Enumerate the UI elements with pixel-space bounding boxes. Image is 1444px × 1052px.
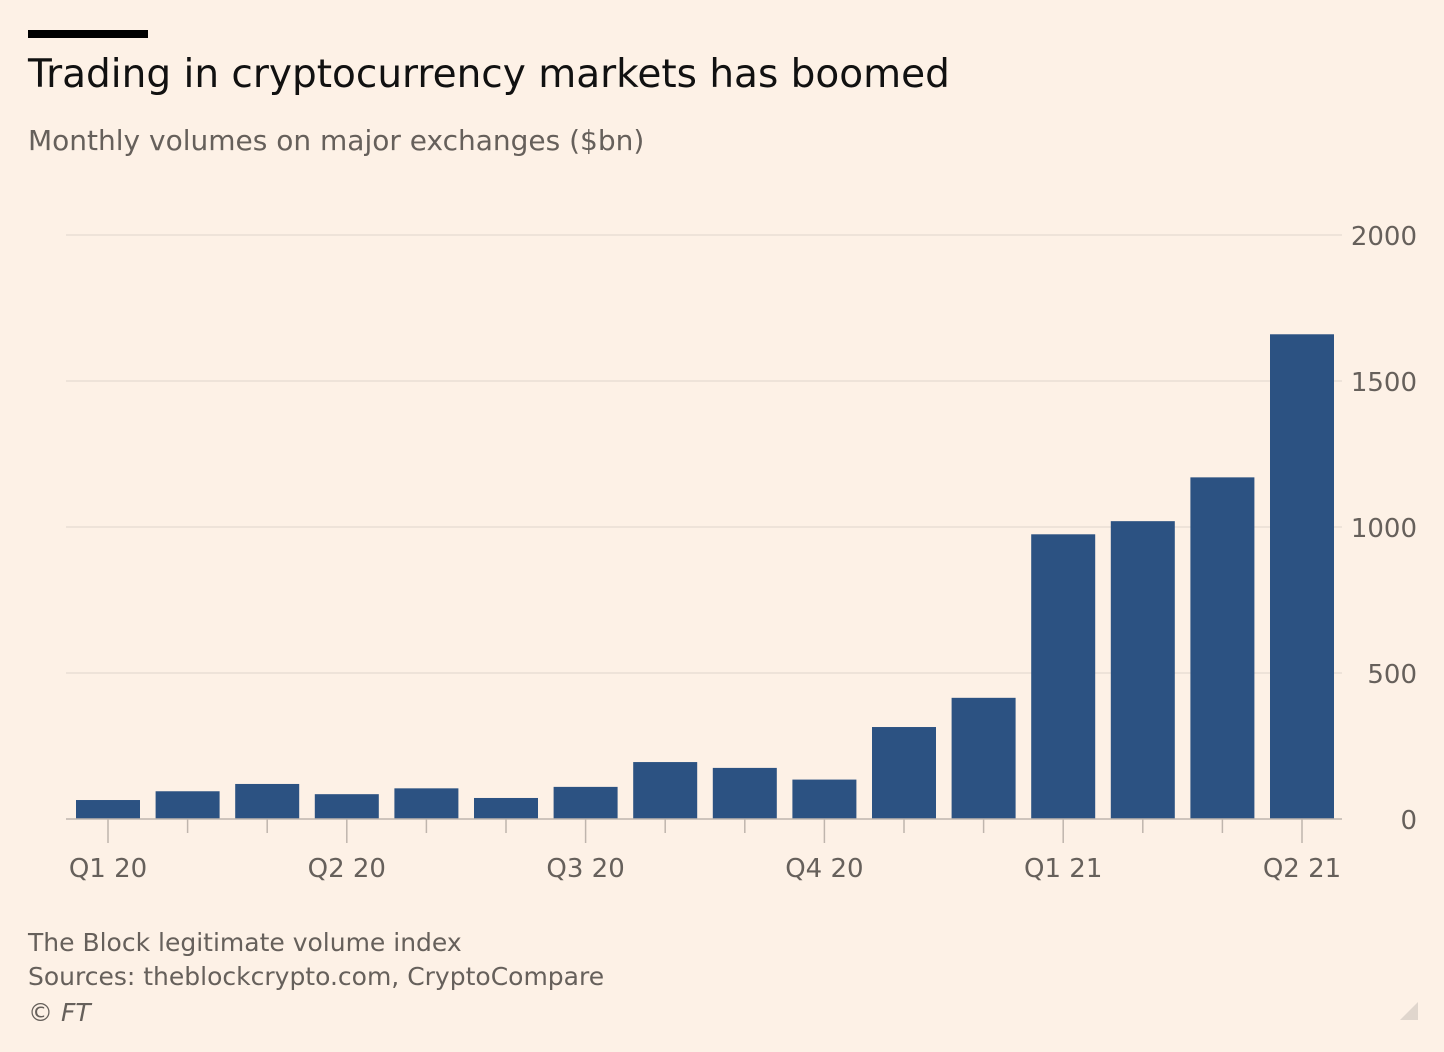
x-tick-label: Q4 20 (785, 854, 863, 884)
bar-jan-21 (1031, 534, 1096, 819)
bar-mar-21 (1190, 477, 1255, 819)
corner-mark-icon (1400, 1002, 1418, 1020)
brand-bar (28, 30, 148, 38)
bar-sep-20 (712, 767, 777, 819)
x-tick-label: Q1 21 (1024, 854, 1102, 884)
bar-mar-20 (235, 783, 300, 819)
sources-note: Sources: theblockcrypto.com, CryptoCompa… (28, 962, 605, 991)
y-tick-label: 500 (1367, 660, 1417, 690)
x-tick-label: Q3 20 (546, 854, 624, 884)
y-tick-labels: 0 500 1000 1500 2000 (1351, 222, 1417, 836)
bar-may-20 (394, 788, 459, 819)
x-tick-labels: Q1 20 Q2 20 Q3 20 Q4 20 Q1 21 Q2 21 (69, 854, 1341, 884)
bars (76, 334, 1334, 819)
bar-aug-20 (633, 762, 698, 819)
y-tick-label: 2000 (1351, 222, 1417, 252)
bar-jan-20 (76, 800, 140, 819)
bar-apr-20 (314, 794, 379, 819)
copyright: © FT (28, 998, 91, 1027)
bar-jun-20 (474, 797, 538, 819)
bar-apr-21 (1270, 334, 1334, 819)
gridlines (66, 234, 1342, 674)
y-tick-label: 0 (1400, 806, 1417, 836)
chart-title: Trading in cryptocurrency markets has bo… (28, 52, 950, 97)
y-tick-label: 1000 (1351, 514, 1417, 544)
x-tick-label: Q2 21 (1263, 854, 1341, 884)
bar-nov-20 (872, 727, 936, 819)
y-tick-label: 1500 (1351, 368, 1417, 398)
bar-jul-20 (553, 786, 618, 819)
x-tick-label: Q1 20 (69, 854, 147, 884)
x-tick-label: Q2 20 (308, 854, 386, 884)
index-note: The Block legitimate volume index (28, 928, 462, 957)
bar-oct-20 (792, 779, 857, 819)
x-axis (66, 818, 1342, 843)
bar-feb-20 (155, 791, 220, 819)
chart-subtitle: Monthly volumes on major exchanges ($bn) (28, 124, 645, 157)
bar-feb-21 (1110, 521, 1175, 819)
bar-dec-20 (951, 697, 1016, 819)
